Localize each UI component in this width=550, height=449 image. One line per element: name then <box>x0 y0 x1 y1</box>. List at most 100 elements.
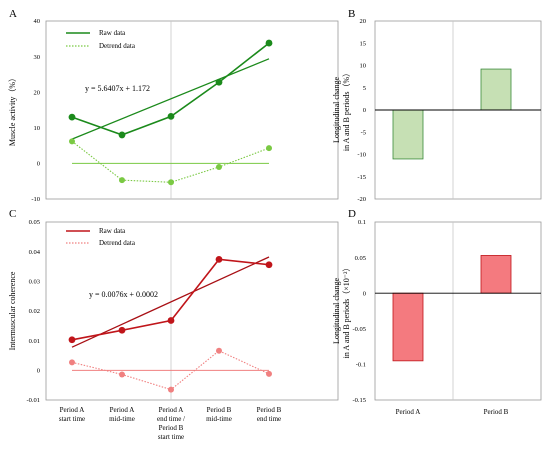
panel-c-legend-raw-label: Raw data <box>99 227 126 235</box>
y-tick-label: 20 <box>360 18 367 25</box>
x-category-label: mid-time <box>109 415 135 423</box>
panel-c-raw-point <box>68 336 76 344</box>
panel-d-y-axis-title-line2: in A and B periods（×10⁻²） <box>342 264 351 359</box>
panel-a-raw-point <box>68 113 76 121</box>
panel-d-frame <box>374 221 542 401</box>
panel-a-trendline <box>71 58 270 140</box>
panel-b-bar-chart: Longitudinal change in A and B periods（%… <box>332 18 542 203</box>
x-category-label: end time <box>257 415 281 423</box>
panel-a-line-chart: Muscle activity（%） -10 0 10 20 30 40 Raw data… <box>8 18 339 203</box>
bar-chart-x-categories: Period A Period B <box>396 408 509 416</box>
panel-d-bar <box>480 255 512 294</box>
panel-a-detrend-point <box>266 145 272 152</box>
y-tick-label: 0.03 <box>29 279 40 286</box>
y-tick-label: 0.1 <box>358 219 366 226</box>
panel-b-y-ticks: -20 -15 -10 -5 0 5 10 15 20 <box>357 18 366 203</box>
panel-a-y-ticks: -10 0 10 20 30 40 <box>31 18 40 203</box>
panel-c-raw-point <box>265 261 273 269</box>
panel-c-detrend-point <box>119 371 125 378</box>
y-tick-label: -10 <box>357 152 366 159</box>
panel-c-plot-area <box>68 222 273 400</box>
panel-b-plot-area <box>375 21 541 199</box>
x-category-label: Period A <box>159 406 184 414</box>
panel-d-plot-area <box>375 222 541 400</box>
panel-b-y-axis-title-line2: in A and B periods（%） <box>342 69 351 151</box>
panel-c-y-axis-title: Intermuscular coherence <box>8 271 17 350</box>
panel-c-y-ticks: -0.01 0 0.01 0.02 0.03 0.04 0.05 <box>26 219 40 404</box>
x-category-label: mid-time <box>206 415 232 423</box>
panel-c-legend-detrend-label: Detrend data <box>99 239 136 247</box>
panel-c-trendline <box>71 256 270 348</box>
bar-category-label: Period A <box>396 408 421 416</box>
panel-c-detrend-point <box>168 386 174 393</box>
panel-letter-b: B <box>348 8 355 20</box>
panel-a-detrend-point <box>69 138 75 145</box>
panel-c-detrend-point <box>216 347 222 354</box>
y-tick-label: 10 <box>34 125 41 132</box>
panel-a-detrend-point <box>119 177 125 184</box>
panel-a-raw-point <box>167 113 175 120</box>
panel-a-frame <box>45 20 339 200</box>
y-tick-label: 0 <box>37 161 40 168</box>
y-tick-label: 0 <box>37 368 40 375</box>
panel-a-legend: Raw data Detrend data <box>66 29 136 50</box>
y-tick-label: 5 <box>363 85 366 92</box>
panel-c-raw-point <box>215 255 223 263</box>
y-tick-label: 0.05 <box>355 255 366 262</box>
y-tick-label: 10 <box>360 63 367 70</box>
panel-c-frame <box>45 221 339 401</box>
panel-d-bar <box>392 292 424 362</box>
panel-b-bar <box>392 109 424 160</box>
x-category-label: end time / <box>157 415 185 423</box>
panel-c-raw-point <box>167 317 175 324</box>
y-tick-label: -15 <box>357 174 366 181</box>
panel-c-detrend-point <box>266 370 272 377</box>
y-tick-label: -10 <box>31 196 40 203</box>
y-tick-label: 0.02 <box>29 308 40 315</box>
x-category-label: Period B <box>257 406 282 414</box>
panel-b-bar <box>480 68 512 111</box>
bar-category-label: Period B <box>484 408 509 416</box>
panel-letter-d: D <box>348 208 356 220</box>
panel-a-legend-raw-label: Raw data <box>99 29 126 37</box>
panel-a-detrend-point <box>216 163 222 170</box>
panel-a-raw-point <box>215 78 223 86</box>
panel-c-raw-point <box>118 326 126 334</box>
y-tick-label: 15 <box>360 40 367 47</box>
x-category-label: Period B <box>207 406 232 414</box>
panel-a-legend-detrend-label: Detrend data <box>99 42 136 50</box>
y-tick-label: -20 <box>357 196 366 203</box>
panel-d-bar-chart: Longitudinal change in A and B periods（×… <box>332 219 542 404</box>
y-tick-label: 0.04 <box>29 249 41 256</box>
panel-a-detrend-point <box>168 179 174 186</box>
x-category-label: Period A <box>110 406 135 414</box>
x-category-label: start time <box>59 415 85 423</box>
panel-c-detrend-point <box>69 359 75 366</box>
panel-a-plot-area <box>68 21 273 199</box>
x-category-label: Period A <box>60 406 85 414</box>
panel-c-legend: Raw data Detrend data <box>66 227 136 247</box>
panel-c-trendline-equation: y = 0.0076x + 0.0002 <box>89 290 158 299</box>
y-tick-label: -0.15 <box>352 397 366 404</box>
x-category-label: Period B <box>159 424 184 432</box>
panel-a-raw-point <box>118 131 126 139</box>
x-category-label: start time <box>158 433 184 441</box>
panel-d-y-ticks: -0.15 -0.1 -0.05 0 0.05 0.1 <box>352 219 366 404</box>
y-tick-label: 40 <box>34 18 41 25</box>
y-tick-label: 30 <box>34 54 41 61</box>
panel-a-detrend-line <box>71 140 270 183</box>
panel-letter-a: A <box>9 8 17 20</box>
panel-c-line-chart: Intermuscular coherence -0.01 0 0.01 0.02 0.… <box>8 219 339 404</box>
y-tick-label: 0 <box>363 107 366 114</box>
panel-a-y-axis-title: Muscle activity（%） <box>8 74 17 146</box>
y-tick-label: -0.1 <box>356 362 366 369</box>
panel-a-trendline-equation: y = 5.6407x + 1.172 <box>85 84 150 93</box>
y-tick-label: -0.05 <box>352 326 366 333</box>
y-tick-label: 0 <box>363 290 366 297</box>
y-tick-label: 0.05 <box>29 219 40 226</box>
panel-c-raw-line <box>71 258 270 341</box>
panel-d-y-axis-title-line1: Longitudinal change <box>332 278 341 344</box>
panel-a-raw-point <box>265 39 273 47</box>
